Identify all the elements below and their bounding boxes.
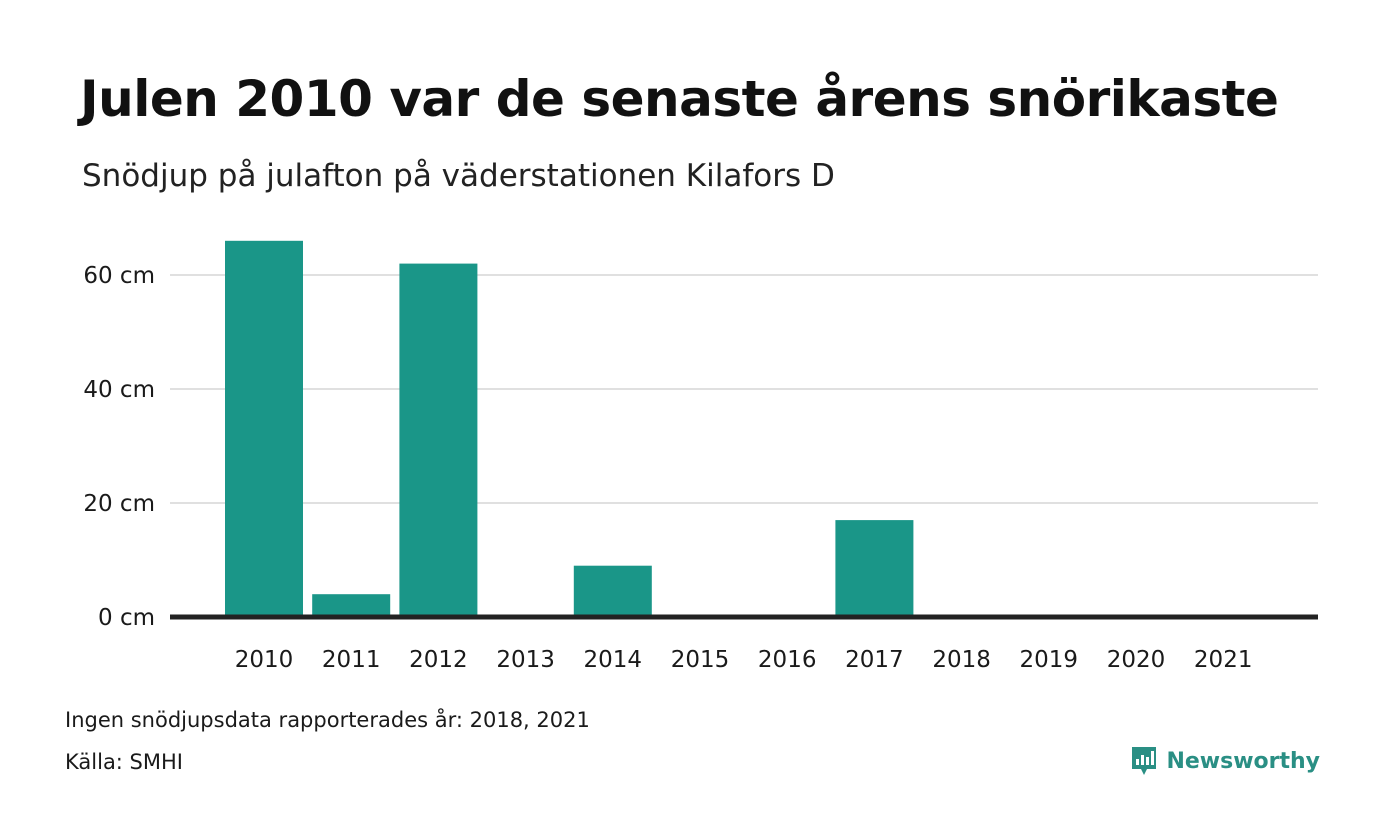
x-tick-label-2018: 2018 bbox=[932, 647, 991, 673]
x-tick-label-2013: 2013 bbox=[496, 647, 555, 673]
y-tick-label: 60 cm bbox=[83, 263, 155, 289]
y-axis-ticks: 0 cm 20 cm 40 cm 60 cm bbox=[83, 263, 155, 631]
bar-2014 bbox=[573, 565, 652, 617]
x-tick-label-2010: 2010 bbox=[235, 647, 294, 673]
bars bbox=[225, 240, 914, 618]
bar-2012 bbox=[399, 263, 478, 617]
chart-subtitle: Snödjup på julafton på väderstationen Ki… bbox=[82, 158, 835, 194]
y-tick-label: 40 cm bbox=[83, 377, 155, 403]
x-tick-label-2017: 2017 bbox=[845, 647, 904, 673]
x-tick-label-2019: 2019 bbox=[1020, 647, 1079, 673]
brand-name: Newsworthy bbox=[1166, 748, 1320, 774]
x-tick-label-2014: 2014 bbox=[584, 647, 643, 673]
bar-2010 bbox=[225, 240, 303, 618]
brand-logo: Newsworthy bbox=[1130, 745, 1320, 777]
y-tick-label: 20 cm bbox=[83, 491, 155, 517]
bar-2011 bbox=[312, 594, 391, 617]
x-tick-label-2015: 2015 bbox=[671, 647, 730, 673]
gridlines bbox=[170, 274, 1318, 504]
missing-data-note: Ingen snödjupsdata rapporterades år: 201… bbox=[65, 708, 590, 732]
x-tick-label-2012: 2012 bbox=[409, 647, 468, 673]
source-credit: Källa: SMHI bbox=[65, 750, 183, 774]
bar-2017 bbox=[835, 520, 914, 617]
bar-chart: 0 cm 20 cm 40 cm 60 cm 2010 2011 2012 2013 2014… bbox=[83, 240, 1318, 673]
x-tick-label-2016: 2016 bbox=[758, 647, 817, 673]
x-tick-label-2020: 2020 bbox=[1107, 647, 1166, 673]
x-axis-ticks: 2010 2011 2012 2013 2014 2015 2016 2017 2018 2019… bbox=[235, 647, 1253, 673]
x-tick-label-2011: 2011 bbox=[322, 647, 381, 673]
x-tick-label-2021: 2021 bbox=[1194, 647, 1253, 673]
chart-title: Julen 2010 var de senaste årens snörikas… bbox=[80, 70, 1279, 128]
y-tick-label: 0 cm bbox=[98, 605, 155, 631]
newsworthy-logo-icon bbox=[1132, 747, 1157, 775]
